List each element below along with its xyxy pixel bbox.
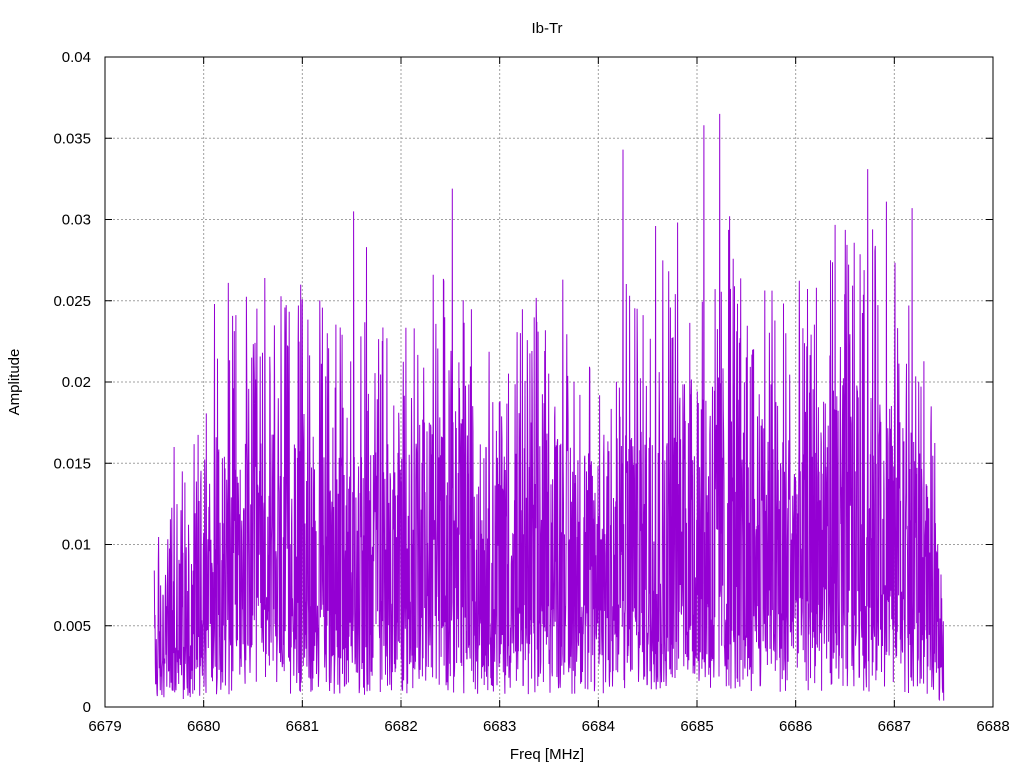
x-tick-label: 6682: [384, 718, 417, 735]
axis-ticks: [104, 56, 994, 708]
x-axis-label: Freq [MHz]: [510, 746, 584, 763]
x-tick-label: 6684: [582, 718, 615, 735]
y-tick-label: 0.03: [62, 212, 91, 229]
x-tick-label: 6685: [680, 718, 713, 735]
x-tick-labels: 6679 6680 6681 6682 6683 6684 6685 6686 6687 6688: [88, 718, 1009, 735]
x-tick-label: 6687: [878, 718, 911, 735]
y-tick-label: 0.005: [53, 618, 91, 635]
y-tick-label: 0.02: [62, 374, 91, 391]
y-tick-label: 0: [83, 699, 91, 716]
data-series: [153, 113, 945, 702]
y-tick-labels: 0 0.005 0.01 0.015 0.02 0.025 0.03 0.035 0.04: [53, 49, 91, 716]
x-tick-label: 6688: [976, 718, 1009, 735]
x-tick-label: 6680: [187, 718, 220, 735]
x-tick-label: 6686: [779, 718, 812, 735]
y-axis-label: Amplitude: [6, 349, 23, 416]
x-tick-label: 6679: [88, 718, 121, 735]
y-tick-label: 0.015: [53, 455, 91, 472]
series-line: [153, 113, 945, 702]
y-tick-label: 0.025: [53, 293, 91, 310]
x-tick-label: 6683: [483, 718, 516, 735]
y-tick-label: 0.01: [62, 537, 91, 554]
y-tick-label: 0.04: [62, 49, 91, 66]
x-tick-label: 6681: [286, 718, 319, 735]
y-tick-label: 0.035: [53, 130, 91, 147]
chart-title: Ib-Tr: [531, 20, 562, 37]
